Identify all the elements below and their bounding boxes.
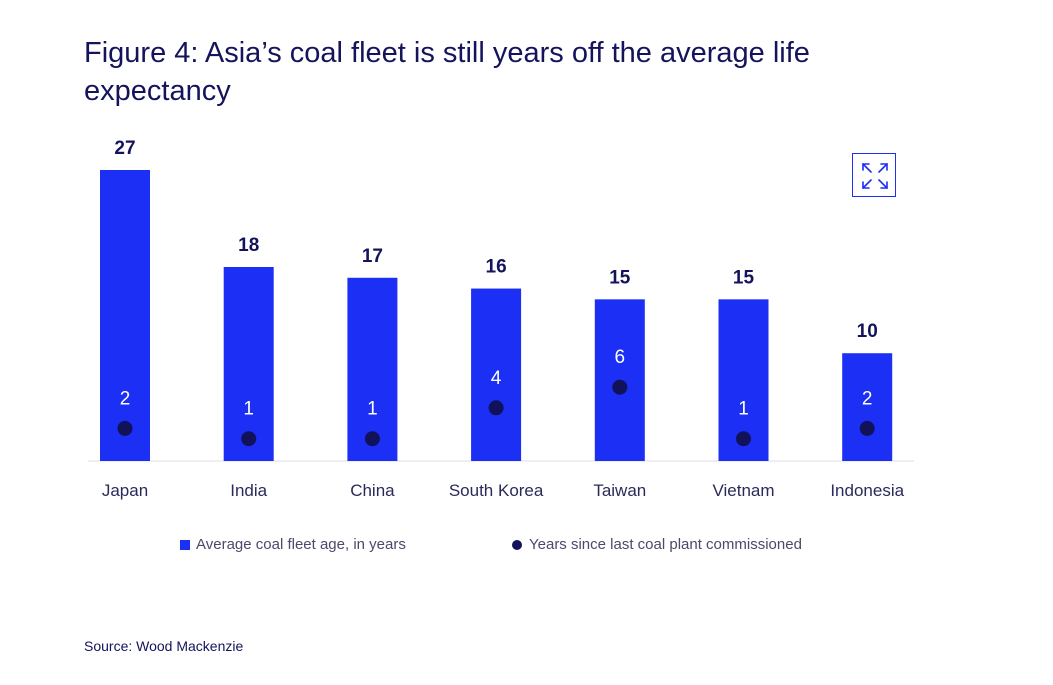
legend-dot-swatch — [512, 539, 522, 550]
dot-value-label: 1 — [367, 399, 378, 420]
bar-value-label: 10 — [857, 321, 878, 342]
legend-bar-swatch — [180, 539, 190, 550]
dot-value-label: 2 — [862, 388, 873, 409]
bar-value-label: 18 — [238, 235, 259, 256]
dot-value-label: 1 — [243, 399, 254, 420]
chart-title: Figure 4: Asia’s coal fleet is still yea… — [84, 37, 810, 107]
bar-value-label: 15 — [609, 267, 631, 288]
expand-icon — [862, 163, 888, 189]
category-label: Indonesia — [830, 481, 904, 500]
bar-china — [347, 277, 398, 461]
dot-value-label: 6 — [615, 347, 626, 368]
bar-japan — [100, 170, 150, 461]
dot-value-label: 1 — [738, 399, 749, 420]
category-label: India — [230, 481, 267, 500]
legend-bar-label: Average coal fleet age, in years — [196, 536, 406, 553]
legend-item-bars: Average coal fleet age, in years — [180, 536, 406, 553]
legend-item-dots: Years since last coal plant commissioned — [512, 536, 802, 553]
expand-button[interactable] — [852, 153, 896, 197]
dot-south-korea — [488, 400, 504, 416]
bar-south-korea — [471, 288, 522, 461]
category-label: South Korea — [449, 481, 544, 500]
category-label: Vietnam — [712, 481, 774, 500]
dot-japan — [117, 420, 133, 436]
category-label: Japan — [102, 481, 148, 500]
dot-vietnam — [736, 431, 751, 447]
dot-china — [364, 431, 380, 447]
bar-value-label: 27 — [114, 138, 135, 159]
dot-taiwan — [612, 379, 628, 395]
bar-indonesia — [842, 353, 893, 461]
bar-india — [223, 267, 274, 461]
source-note: Source: Wood Mackenzie — [84, 638, 244, 654]
dot-value-label: 2 — [120, 388, 131, 409]
dot-indonesia — [859, 420, 875, 436]
bar-value-label: 17 — [362, 246, 383, 267]
dot-india — [241, 431, 257, 447]
legend-dot-label: Years since last coal plant commissioned — [529, 536, 802, 553]
dot-value-label: 4 — [491, 368, 502, 389]
category-label: Taiwan — [593, 481, 646, 500]
bar-value-label: 16 — [486, 257, 507, 278]
bar-value-label: 15 — [733, 267, 755, 288]
category-label: China — [350, 481, 395, 500]
